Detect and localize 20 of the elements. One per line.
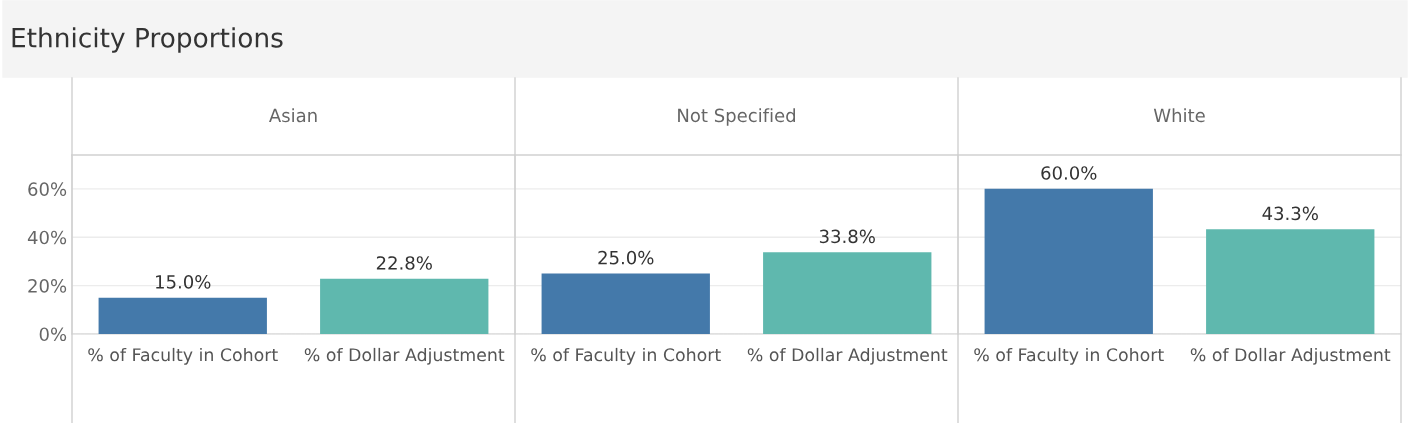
- y-tick-label: 0%: [39, 327, 67, 342]
- x-tick-label: % of Dollar Adjustment: [1190, 347, 1391, 365]
- data-label: 25.0%: [598, 250, 654, 265]
- chart-title: Not Specified: [678, 108, 795, 126]
- x-tick-label: % of Dollar Adjustment: [747, 347, 948, 365]
- y-tick-label: 20%: [28, 279, 67, 293]
- data-label: 43.3%: [1262, 206, 1318, 221]
- x-tick-label: % of Faculty in Cohort: [531, 347, 721, 365]
- text: Ethnicity Proportions: [12, 27, 283, 53]
- x-tick-label: % of Dollar Adjustment: [304, 347, 505, 365]
- data-label: 22.8%: [376, 256, 432, 270]
- chart-title: Asian: [269, 108, 317, 123]
- data-label: 60.0%: [1041, 166, 1097, 180]
- x-tick-label: % of Faculty in Cohort: [88, 347, 278, 365]
- y-tick-label: 60%: [28, 182, 67, 196]
- x-tick-label: % of Faculty in Cohort: [974, 347, 1164, 365]
- y-tick-label: 40%: [27, 230, 67, 245]
- chart-title: White: [1153, 108, 1205, 123]
- data-label: 15.0%: [156, 275, 211, 289]
- data-label: 33.8%: [819, 229, 875, 244]
